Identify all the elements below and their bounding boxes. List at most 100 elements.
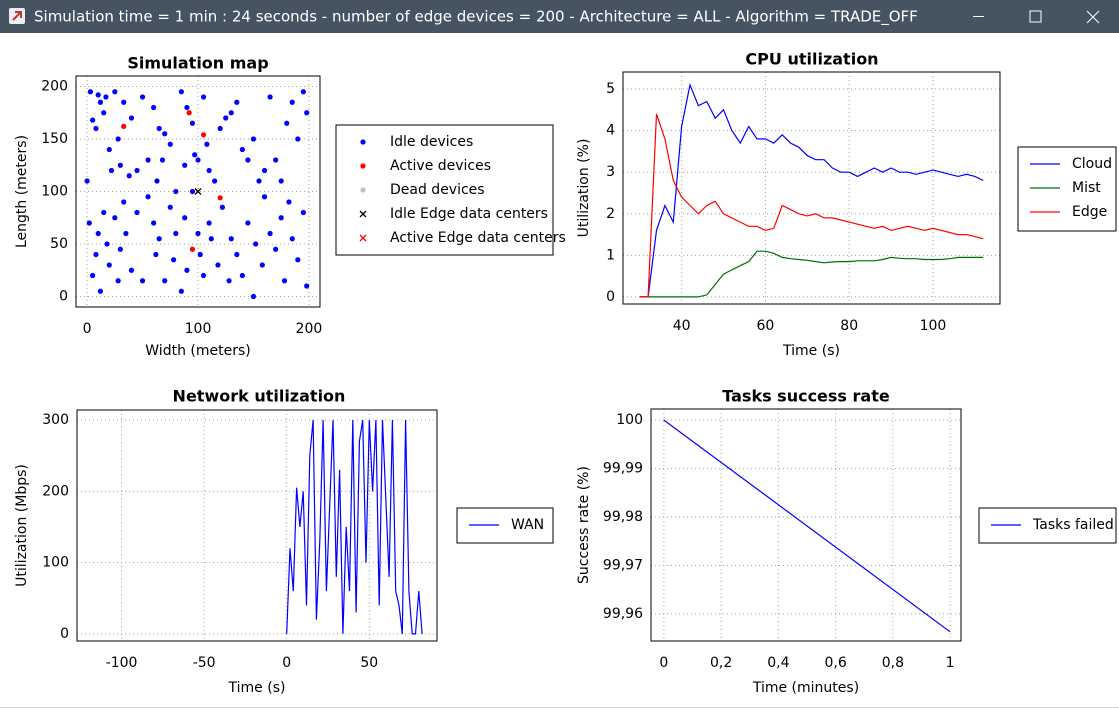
device-point [261, 194, 268, 200]
legend-box [335, 124, 554, 256]
device-point [219, 204, 225, 210]
close-button[interactable] [1066, 0, 1119, 33]
y-tick-label: 2 [606, 206, 615, 222]
x-tick-label: 0,4 [767, 655, 789, 671]
device-point [189, 246, 196, 252]
device-point [200, 132, 207, 138]
x-tick-label: 100 [185, 321, 212, 337]
device-point [195, 230, 201, 237]
device-point [159, 157, 166, 163]
y-axis-label: Utilization (%) [576, 139, 592, 238]
legend-label: Idle devices [390, 134, 473, 150]
device-point [103, 94, 109, 100]
device-point [286, 199, 292, 205]
device-point [223, 115, 229, 121]
y-axis-label: Length (meters) [14, 135, 30, 248]
y-tick-label: 5 [606, 81, 615, 97]
device-point [189, 188, 196, 195]
device-point [184, 267, 190, 273]
y-tick-label: 200 [42, 483, 69, 499]
x-axis-label: Time (s) [782, 343, 840, 359]
device-point [145, 157, 151, 163]
legend-label: Active devices [390, 158, 491, 174]
device-point [178, 288, 184, 294]
device-point [289, 236, 295, 242]
device-point [128, 267, 135, 273]
device-point [360, 163, 366, 169]
data-line [286, 419, 423, 635]
device-point [93, 125, 99, 132]
device-point [273, 157, 279, 163]
device-point [186, 110, 192, 116]
device-point [234, 99, 240, 105]
device-point [84, 178, 90, 184]
device-point [217, 195, 223, 201]
data-line [639, 250, 984, 298]
device-point [151, 104, 157, 111]
device-point [261, 167, 268, 174]
device-point [173, 230, 179, 237]
chart-title: Network utilization [173, 387, 346, 406]
device-point [145, 194, 151, 200]
device-point [171, 257, 177, 263]
plot-frame [76, 409, 438, 642]
y-axis-label: Success rate (%) [576, 466, 592, 584]
x-tick-label: 0 [659, 655, 668, 671]
plot-frame [75, 75, 321, 308]
minimize-button[interactable] [955, 0, 1005, 33]
device-point [126, 173, 132, 179]
data-line [663, 419, 951, 633]
chart-title: Tasks success rate [722, 387, 890, 406]
y-axis-label: Utilization (Mbps) [14, 464, 30, 587]
device-point [217, 125, 223, 132]
device-point [108, 167, 115, 174]
device-point [195, 157, 201, 163]
device-point [106, 262, 112, 268]
device-point [295, 136, 301, 142]
device-point [239, 272, 245, 279]
edge-datacenter-marker [359, 210, 367, 218]
title-bar [0, 0, 1119, 33]
y-tick-label: 99,97 [603, 557, 643, 573]
device-point [139, 278, 146, 284]
y-tick-label: 4 [606, 123, 615, 139]
device-point [267, 230, 273, 237]
device-point [162, 131, 168, 137]
x-tick-label: 40 [673, 318, 691, 334]
y-tick-label: 99,96 [603, 606, 643, 622]
device-point [304, 283, 310, 289]
device-point [300, 209, 306, 216]
device-point [121, 199, 127, 205]
chart-title: Simulation map [127, 54, 268, 73]
device-point [234, 251, 240, 258]
device-point [115, 278, 121, 284]
device-point [281, 278, 288, 284]
device-point [182, 215, 188, 221]
y-tick-label: 0 [60, 626, 69, 642]
device-point [97, 99, 103, 105]
device-point [226, 278, 232, 284]
legend-label: Cloud [1072, 156, 1112, 172]
device-point [162, 278, 168, 284]
device-point [101, 209, 107, 216]
device-point [154, 178, 160, 184]
device-point [134, 209, 140, 216]
x-tick-label: 100 [920, 318, 947, 334]
device-point [123, 230, 129, 237]
maximize-button[interactable] [1010, 0, 1060, 33]
device-point [121, 99, 127, 105]
y-tick-label: 1 [606, 247, 615, 263]
device-point [273, 246, 279, 252]
y-tick-label: 300 [42, 412, 69, 428]
x-tick-label: -50 [193, 655, 216, 671]
device-point [178, 89, 184, 95]
device-point [200, 94, 207, 100]
device-point [95, 230, 101, 237]
device-point [300, 89, 306, 95]
x-axis-label: Time (s) [228, 680, 286, 696]
device-point [245, 157, 251, 163]
device-point [95, 92, 101, 98]
x-tick-label: 60 [757, 318, 775, 334]
device-point [184, 104, 190, 111]
legend-label: Dead devices [390, 182, 485, 198]
